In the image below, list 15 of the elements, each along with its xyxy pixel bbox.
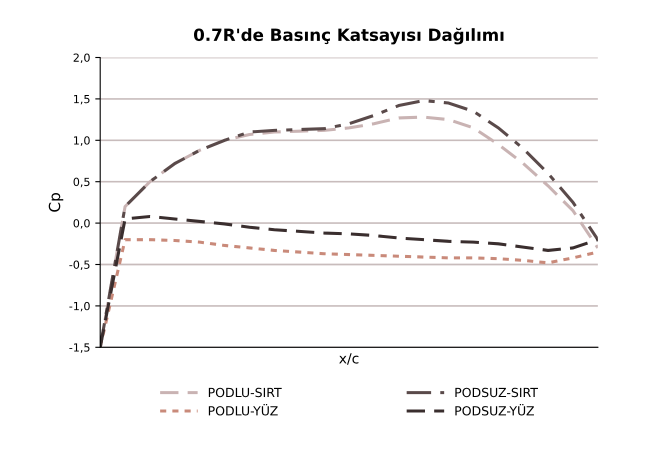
y-tick-label: 0,0	[74, 219, 90, 229]
legend-label: PODSUZ-SIRT	[455, 388, 538, 398]
y-axis-title: Cp	[48, 193, 64, 212]
chart-title: 0.7R'de Basınç Katsayısı Dağılımı	[194, 28, 504, 44]
y-tick-label: 1,5	[74, 95, 90, 104]
y-tick-label: 2,0	[74, 53, 90, 64]
legend-label: PODLU-SIRT	[208, 388, 282, 398]
legend-label: PODSUZ-YÜZ	[455, 404, 534, 416]
x-axis-title: x/c	[339, 353, 358, 365]
legend-label: PODLU-YÜZ	[208, 404, 278, 416]
y-tick-label: -1,0	[69, 302, 90, 312]
y-tick-label: 1,0	[74, 136, 90, 146]
y-tick-label: -1,5	[69, 343, 90, 353]
y-tick-label: -0,5	[69, 260, 90, 270]
y-tick-label: 0,5	[74, 178, 90, 188]
